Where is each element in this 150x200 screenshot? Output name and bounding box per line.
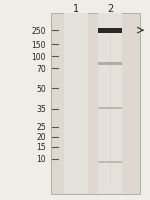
Text: 15: 15: [36, 143, 46, 151]
Text: 10: 10: [36, 155, 46, 163]
Text: 20: 20: [36, 133, 46, 141]
Text: 35: 35: [36, 105, 46, 113]
Text: 2: 2: [107, 4, 113, 14]
Bar: [51, 14, 140, 194]
Text: 25: 25: [36, 123, 46, 131]
Text: 250: 250: [31, 27, 46, 35]
Text: 50: 50: [36, 85, 46, 93]
Text: 100: 100: [31, 53, 46, 61]
Bar: [98, 63, 122, 65]
Bar: [98, 161, 122, 163]
Text: 1: 1: [73, 4, 79, 14]
Text: 150: 150: [31, 41, 46, 49]
Bar: [98, 28, 122, 33]
Bar: [98, 14, 122, 194]
Text: 70: 70: [36, 65, 46, 73]
Bar: [98, 107, 122, 109]
Bar: [64, 14, 88, 194]
